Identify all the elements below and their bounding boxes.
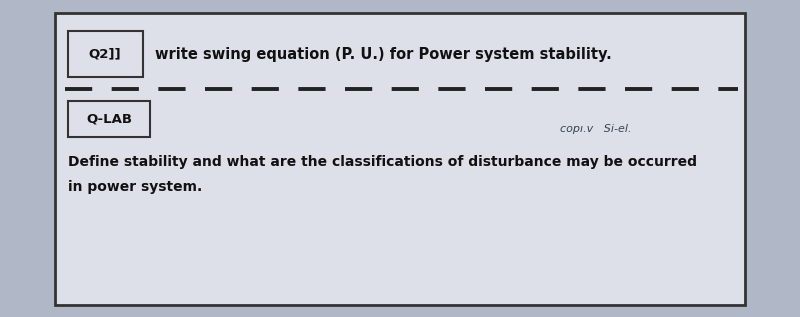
FancyBboxPatch shape [68,31,143,77]
Text: Q2]]: Q2]] [89,48,122,61]
FancyBboxPatch shape [55,13,745,305]
FancyBboxPatch shape [68,101,150,137]
Text: write swing equation (P. U.) for Power system stability.: write swing equation (P. U.) for Power s… [155,47,612,61]
Text: copı.v   Si-el.: copı.v Si-el. [560,124,631,134]
Text: in power system.: in power system. [68,180,202,194]
Text: Define stability and what are the classifications of disturbance may be occurred: Define stability and what are the classi… [68,155,697,169]
Text: Q-LAB: Q-LAB [86,113,132,126]
